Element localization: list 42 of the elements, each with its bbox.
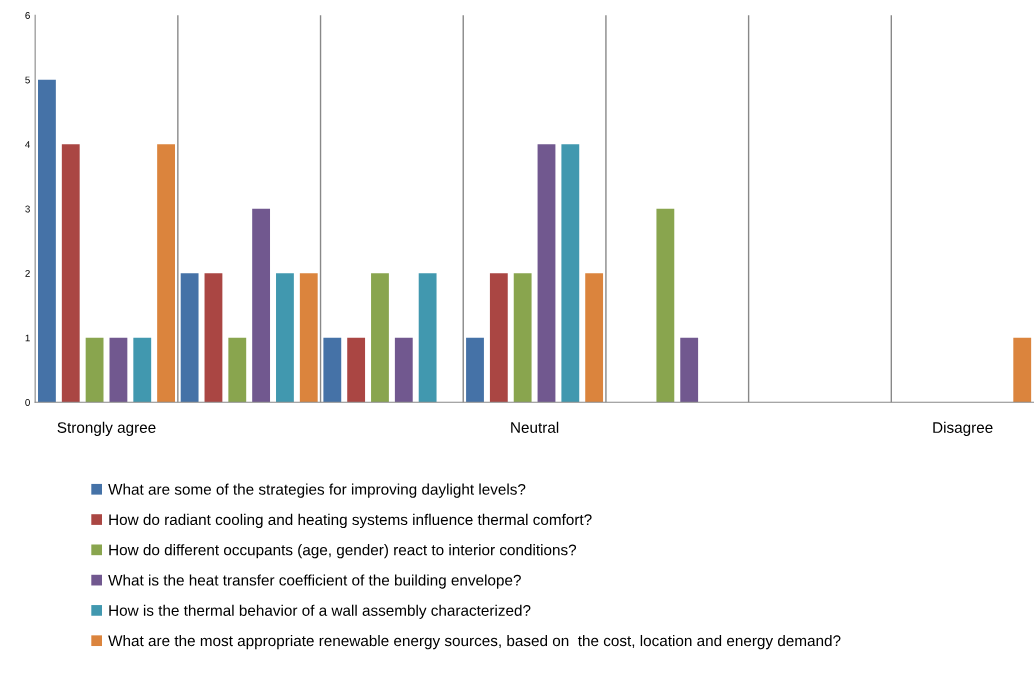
y-tick-label: 6 bbox=[25, 12, 30, 19]
legend-label: How do radiant cooling and heating systems influence thermal comfort? bbox=[109, 513, 592, 529]
y-tick-label: 2 bbox=[25, 270, 30, 277]
bar bbox=[561, 144, 580, 403]
bar bbox=[299, 273, 318, 403]
bar bbox=[252, 208, 271, 403]
bar bbox=[394, 337, 413, 403]
bar bbox=[466, 337, 484, 403]
legend-label: What are the most appropriate renewable energy sources, based on the cost, location and energy demand? bbox=[108, 634, 841, 650]
bar bbox=[38, 79, 56, 403]
legend-label: What are some of the strategies for improving daylight levels? bbox=[108, 483, 526, 498]
y-tick-label: 5 bbox=[25, 76, 30, 84]
bar bbox=[61, 144, 80, 403]
bar bbox=[347, 337, 366, 403]
bar bbox=[323, 337, 342, 403]
bar bbox=[513, 273, 532, 403]
bar bbox=[537, 144, 556, 403]
bar bbox=[85, 337, 104, 403]
y-tick-label: 3 bbox=[25, 205, 30, 213]
bar bbox=[371, 273, 389, 403]
bar bbox=[418, 273, 437, 403]
bar bbox=[228, 337, 247, 403]
legend-label: What is the heat transfer coefficient of the building envelope? bbox=[108, 574, 521, 589]
bar bbox=[109, 337, 128, 403]
y-tick-label: 0 bbox=[25, 399, 30, 406]
bar bbox=[1013, 337, 1032, 403]
legend-label: How is the thermal behavior of a wall assembly characterized? bbox=[109, 604, 531, 619]
bar bbox=[276, 273, 294, 403]
bar bbox=[133, 337, 152, 403]
x-tick-label: Neutral bbox=[511, 421, 559, 433]
y-tick-label: 4 bbox=[25, 141, 31, 148]
legend-label: How do different occupants (age, gender) react to interior conditions? bbox=[109, 544, 577, 559]
x-tick-label: Strongly agree bbox=[57, 421, 156, 436]
bar bbox=[489, 273, 508, 403]
bar bbox=[656, 208, 675, 403]
bar bbox=[180, 273, 199, 403]
bar bbox=[585, 273, 604, 403]
x-tick-label: Disagree bbox=[933, 421, 993, 436]
bar bbox=[680, 337, 699, 403]
bar bbox=[157, 144, 175, 403]
y-tick-label: 1 bbox=[25, 334, 30, 342]
bar bbox=[204, 273, 223, 403]
